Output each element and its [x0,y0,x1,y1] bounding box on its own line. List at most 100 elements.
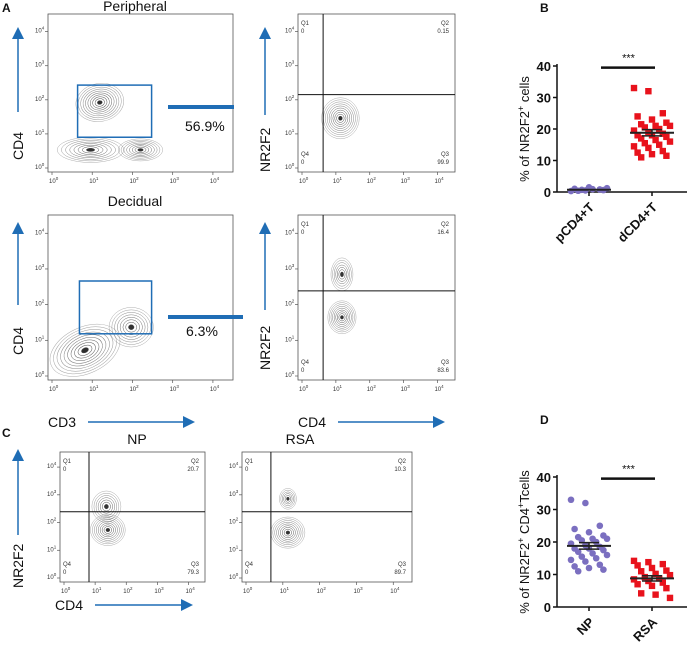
x-tick-label: 101 [92,586,102,595]
contour-line [60,331,110,369]
contour-line [272,518,304,547]
data-point [645,144,652,152]
contour-line [332,109,349,127]
x-tick-label: 103 [401,176,411,185]
contour-line [338,269,346,280]
data-point [652,570,659,578]
x-tick-label: 100 [61,586,71,595]
contour-line [283,493,293,505]
peripheral-cd4-nr2f2-plot-frame [297,13,456,173]
y-tick-label: 20 [537,122,551,137]
contour-line [77,144,104,155]
data-point [641,139,648,147]
q2-label: Q2 [441,21,450,27]
x-tick-exp: 0 [306,176,309,181]
q2-value: 10.3 [394,467,406,473]
y-tick-label: 30 [537,503,551,518]
y-tick-label: 104 [285,227,295,236]
x-tick-exp: 0 [56,384,59,389]
contour-line [330,107,351,129]
q4-label: Q4 [301,360,310,366]
contour-line [335,264,349,285]
contour-line [286,496,290,501]
x-tick-exp: 4 [217,176,220,181]
x-tick-label: 104 [434,384,444,393]
contour-line [326,103,354,133]
q2-value: 0.15 [437,29,449,35]
flow-plots: 1001001011011021021031031041041001001011… [35,13,456,595]
data-point [567,496,575,504]
x-tick-label: 100 [243,586,253,595]
y-label-text: % of NR2F2 [517,111,532,182]
y-label-nr2f2-top: NR2F2 [257,127,273,172]
data-point [663,119,670,126]
contour-line [131,145,150,155]
x-tick-exp: 3 [407,384,410,389]
x-tick-exp: 1 [96,176,99,181]
x-tick-exp: 3 [360,586,363,591]
contour-line [93,492,120,521]
x-tick-exp: 3 [176,176,179,181]
data-point [638,154,645,161]
y-tick-exp: 2 [236,517,239,522]
data-point [648,564,656,572]
contour-line [99,522,116,538]
x-tick-label: 101 [333,384,343,393]
data-point [663,133,670,141]
contour-line [91,490,122,523]
panel-label-d: D [540,413,549,427]
q3-value: 99.9 [437,160,449,166]
y-tick-label: 100 [35,370,45,379]
contour-line [335,309,349,325]
data-point [656,141,663,148]
q4-value: 0 [63,570,67,576]
contour-line [274,520,302,545]
data-point [574,567,582,575]
data-point [630,557,638,565]
x-tick-exp: 0 [250,586,253,591]
gate-rectangle [78,280,153,335]
x-tick-label: pCD4+T [552,199,598,245]
y-tick-label: 102 [35,94,45,103]
y-tick-exp: 4 [42,26,45,31]
contour-line [102,501,111,512]
x-tick-label: dCD4+T [615,199,661,245]
contour-line [332,260,352,289]
y-tick-label: 20 [537,535,551,550]
data-point [663,567,670,574]
contour-line [97,521,118,539]
x-tick-label: 102 [123,586,133,595]
y-label-text: cells [517,76,532,106]
contour-line [96,519,120,541]
rsa-title: RSA [286,431,315,447]
data-point [638,121,645,128]
y-label-superscript: + [516,503,526,508]
y-tick-label: 103 [285,60,295,69]
data-point [600,546,607,554]
x-tick-exp: 4 [217,384,220,389]
x-tick-label: 103 [401,384,411,393]
gate-rectangle [76,84,153,138]
contour-line [86,148,95,152]
y-axis-label: % of NR2F2+ cells [516,76,532,182]
y-tick-label: 101 [47,544,57,553]
y-tick-label: 100 [229,572,239,581]
np-cd4-nr2f2-plot-frame [59,451,206,583]
contour-line [125,322,138,333]
contour-line [69,141,112,159]
y-tick-label: 100 [35,162,45,171]
y-tick-label: 101 [229,544,239,553]
y-tick-label: 101 [285,334,295,343]
significance-label: *** [622,464,636,476]
q4-label: Q4 [301,152,310,158]
decidual-cd4-nr2f2-plot: 100100101101102102103103104104Q10Q216.4Q… [285,214,456,393]
x-tick-label: 101 [89,176,99,185]
data-point [582,499,589,507]
contour-line [92,96,108,109]
y-tick-exp: 2 [292,299,295,304]
q1-value: 0 [63,467,67,473]
q3-value: 89.7 [394,570,406,576]
